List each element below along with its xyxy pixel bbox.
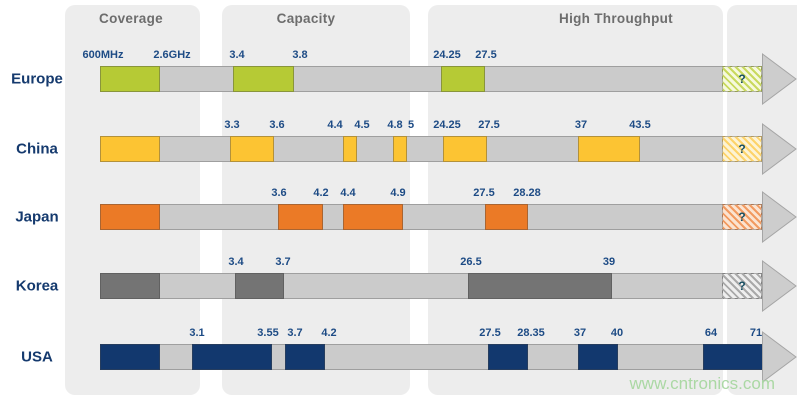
- band-segment-china: [393, 136, 407, 162]
- freq-label-china-45: 4.5: [354, 119, 370, 131]
- freq-label-usa-64: 64: [704, 327, 718, 339]
- freq-label-japan-42: 4.2: [313, 187, 329, 199]
- freq-label-japan-2828: 28.28: [513, 187, 541, 199]
- future-band-segment-china: ?: [722, 136, 762, 162]
- band-segment-japan: [278, 204, 323, 230]
- band-segment-usa: [192, 344, 272, 370]
- future-band-segment-europe: ?: [722, 66, 762, 92]
- freq-label-usa-31: 3.1: [189, 327, 205, 339]
- band-segment-china: [100, 136, 160, 162]
- freq-label-japan-49: 4.9: [390, 187, 406, 199]
- freq-label-europe-275: 27.5: [475, 49, 497, 61]
- freq-label-usa-355: 3.55: [257, 327, 279, 339]
- band-segment-korea: [468, 273, 612, 299]
- region-label-korea: Korea: [15, 277, 59, 295]
- capacity-header: Capacity: [276, 11, 336, 26]
- freq-label-usa-275: 27.5: [479, 327, 501, 339]
- region-label-europe: Europe: [11, 70, 63, 88]
- band-segment-china: [443, 136, 487, 162]
- freq-label-china-48: 4.8: [387, 119, 403, 131]
- band-segment-korea: [235, 273, 284, 299]
- band-segment-japan: [100, 204, 160, 230]
- band-segment-china: [578, 136, 640, 162]
- spectrum-bar-china: ?: [100, 136, 763, 162]
- freq-label-japan-36: 3.6: [271, 187, 287, 199]
- coverage-panel: [65, 5, 200, 395]
- freq-label-china-5: 5: [407, 119, 415, 131]
- freq-label-usa-37: 3.7: [287, 327, 303, 339]
- region-label-japan: Japan: [15, 208, 59, 226]
- freq-label-china-435: 43.5: [629, 119, 651, 131]
- band-segment-china: [230, 136, 274, 162]
- freq-label-china-36: 3.6: [269, 119, 285, 131]
- freq-label-korea-37: 3.7: [275, 256, 291, 268]
- high-throughput-header: High Throughput: [559, 11, 673, 26]
- freq-label-china-2425: 24.25: [433, 119, 461, 131]
- band-segment-usa: [578, 344, 618, 370]
- band-segment-japan: [485, 204, 528, 230]
- arrow-head-icon-japan: [762, 191, 797, 243]
- band-segment-china: [343, 136, 357, 162]
- freq-label-europe-34: 3.4: [229, 49, 245, 61]
- freq-label-china-44: 4.4: [327, 119, 343, 131]
- capacity-panel: [222, 5, 410, 395]
- spectrum-bar-korea: ?: [100, 273, 763, 299]
- arrow-head-icon-europe: [762, 53, 797, 105]
- arrow-head-icon-china: [762, 123, 797, 175]
- freq-label-usa-40: 40: [610, 327, 624, 339]
- band-segment-europe: [441, 66, 485, 92]
- freq-label-korea-265: 26.5: [460, 256, 482, 268]
- future-band-segment-japan: ?: [722, 204, 762, 230]
- freq-label-usa-42: 4.2: [321, 327, 337, 339]
- freq-label-china-275: 27.5: [478, 119, 500, 131]
- freq-label-europe-26GHz: 2.6GHz: [153, 49, 191, 61]
- future-band-segment-korea: ?: [722, 273, 762, 299]
- band-segment-korea: [100, 273, 160, 299]
- freq-label-korea-34: 3.4: [228, 256, 244, 268]
- freq-label-usa-2835: 28.35: [517, 327, 545, 339]
- freq-label-usa-37: 37: [573, 327, 587, 339]
- band-segment-usa: [285, 344, 325, 370]
- band-segment-europe: [233, 66, 294, 92]
- freq-label-japan-275: 27.5: [473, 187, 495, 199]
- coverage-header: Coverage: [99, 11, 163, 26]
- spectrum-bar-japan: ?: [100, 204, 763, 230]
- freq-label-korea-39: 39: [602, 256, 616, 268]
- spectrum-bar-usa: [100, 344, 765, 370]
- band-segment-usa: [703, 344, 765, 370]
- freq-label-europe-38: 3.8: [292, 49, 308, 61]
- band-segment-usa: [488, 344, 528, 370]
- band-segment-japan: [343, 204, 403, 230]
- freq-label-europe-600MHz: 600MHz: [82, 49, 124, 61]
- region-label-usa: USA: [21, 348, 53, 366]
- region-label-china: China: [16, 140, 58, 158]
- arrow-head-icon-korea: [762, 260, 797, 312]
- spectrum-bar-europe: ?: [100, 66, 763, 92]
- freq-label-china-37: 37: [574, 119, 588, 131]
- freq-label-europe-2425: 24.25: [433, 49, 461, 61]
- arrow-head-icon-usa: [762, 331, 797, 383]
- band-segment-europe: [100, 66, 160, 92]
- freq-label-japan-44: 4.4: [340, 187, 356, 199]
- freq-label-china-33: 3.3: [224, 119, 240, 131]
- watermark-text: www.cntronics.com: [629, 374, 775, 393]
- freq-label-usa-71: 71: [749, 327, 763, 339]
- band-segment-usa: [100, 344, 160, 370]
